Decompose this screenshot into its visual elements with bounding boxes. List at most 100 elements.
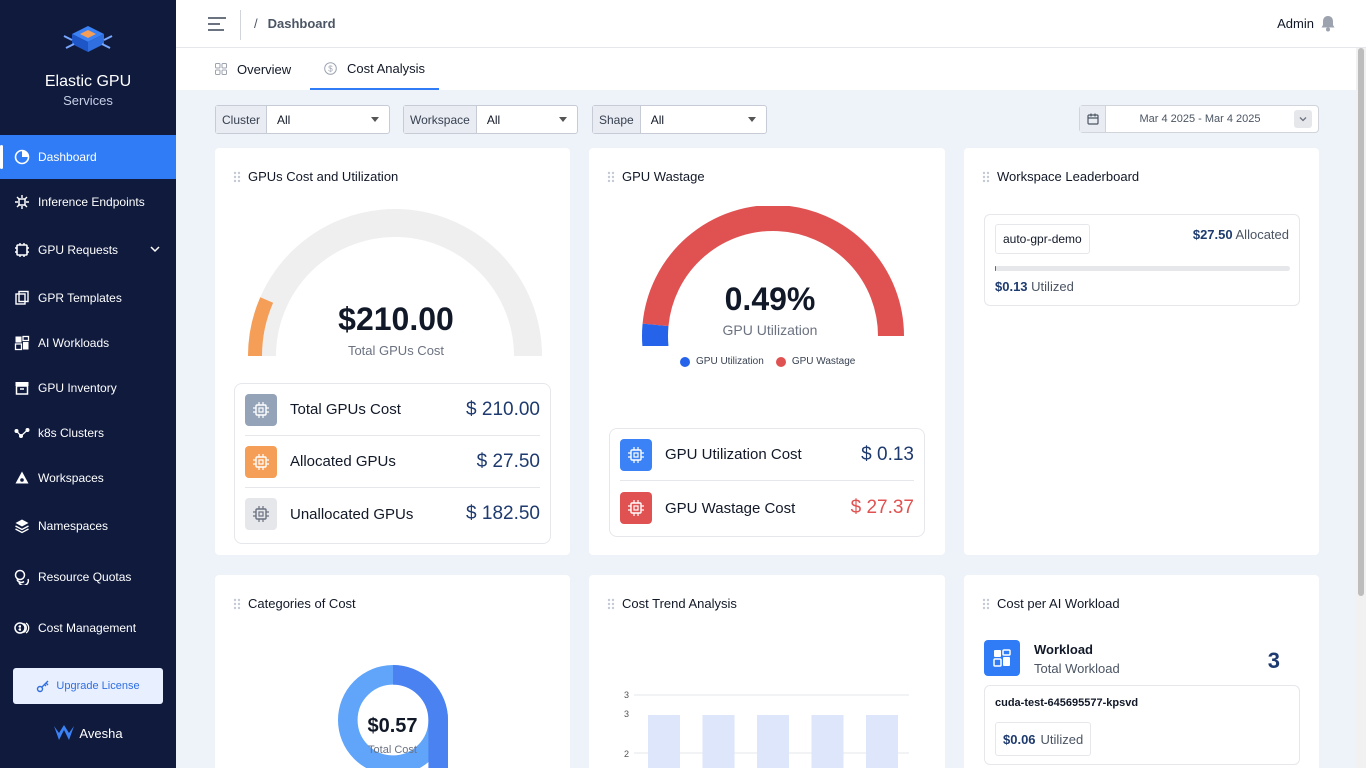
card-title: GPU Wastage bbox=[607, 169, 705, 184]
tab-overview[interactable]: Overview bbox=[215, 48, 291, 90]
sidebar-item-ai-workloads[interactable]: AI Workloads bbox=[0, 321, 176, 365]
gpu-wastage-gauge bbox=[642, 206, 904, 346]
upgrade-license-button[interactable]: Upgrade License bbox=[13, 668, 163, 704]
caret-down-icon bbox=[559, 117, 567, 122]
workload-head-subtitle: Total Workload bbox=[1034, 661, 1120, 676]
drag-handle-icon[interactable] bbox=[607, 598, 615, 610]
bell-icon[interactable] bbox=[1320, 15, 1336, 32]
donut-value: $0.57 bbox=[367, 715, 418, 737]
sidebar-item-inference-endpoints[interactable]: Inference Endpoints bbox=[0, 180, 176, 224]
donut-label: Total Cost bbox=[368, 744, 417, 756]
y-tick-label: 3 bbox=[624, 690, 629, 700]
drag-handle-icon[interactable] bbox=[233, 171, 241, 183]
user-name: Admin bbox=[1277, 16, 1314, 31]
utilized-value: $0.13 bbox=[995, 279, 1028, 294]
row-label: Unallocated GPUs bbox=[290, 505, 414, 523]
sidebar-item-cost-management[interactable]: Cost Management bbox=[0, 606, 176, 650]
drag-handle-icon[interactable] bbox=[982, 171, 990, 183]
leaderboard-item[interactable]: auto-gpr-demo $27.50 Allocated $0.13 Uti… bbox=[984, 214, 1300, 306]
shape-filter[interactable]: Shape All bbox=[592, 105, 767, 134]
workspace-filter[interactable]: Workspace All bbox=[403, 105, 578, 134]
sidebar-item-resource-quotas[interactable]: Resource Quotas bbox=[0, 555, 176, 599]
key-icon bbox=[37, 680, 49, 693]
sidebar-item-gpu-requests[interactable]: GPU Requests bbox=[0, 228, 176, 272]
page-scrollbar[interactable] bbox=[1356, 48, 1366, 768]
card-title-text: Cost per AI Workload bbox=[997, 596, 1120, 611]
card-title-text: GPUs Cost and Utilization bbox=[248, 169, 399, 184]
workload-item[interactable]: cuda-test-645695577-kpsvd $0.06 Utilized bbox=[984, 685, 1300, 765]
cluster-filter-label: Cluster bbox=[216, 106, 268, 133]
shape-select[interactable]: All bbox=[641, 106, 766, 133]
calendar-button[interactable] bbox=[1080, 106, 1106, 132]
categories-donut bbox=[338, 665, 448, 768]
chevron-down-icon[interactable] bbox=[148, 242, 162, 256]
list-item: Total GPUs Cost $ 210.00 bbox=[245, 384, 540, 436]
sidebar-item-workspaces[interactable]: Workspaces bbox=[0, 456, 176, 500]
list-item: GPU Wastage Cost $ 27.37 bbox=[620, 482, 914, 534]
workspace-filter-label: Workspace bbox=[404, 106, 477, 133]
date-range-picker[interactable]: Mar 4 2025 - Mar 4 2025 bbox=[1079, 105, 1319, 133]
brand-logo-icon bbox=[63, 26, 113, 52]
drag-handle-icon[interactable] bbox=[607, 171, 615, 183]
tab-cost-analysis[interactable]: $ Cost Analysis bbox=[310, 48, 440, 90]
workspace-tag: auto-gpr-demo bbox=[995, 224, 1090, 254]
gauge-label: Total GPUs Cost bbox=[347, 343, 445, 358]
sidebar: Elastic GPU Services Dashboard Inference… bbox=[0, 0, 176, 768]
scrollbar-thumb[interactable] bbox=[1358, 48, 1364, 596]
trend-bar bbox=[811, 715, 844, 768]
top-header: / Dashboard Admin bbox=[176, 0, 1366, 48]
caret-down-icon bbox=[748, 117, 756, 122]
sidebar-item-label: Cost Management bbox=[38, 621, 137, 635]
archive-icon bbox=[15, 382, 29, 395]
card-title-text: Categories of Cost bbox=[248, 596, 356, 611]
gauge-value: 0.49% bbox=[724, 281, 816, 317]
gauge-value: $210.00 bbox=[338, 301, 454, 337]
gpu-wastage-card: GPU Wastage 0.49% GPU Utilization GPU Ut… bbox=[589, 148, 945, 555]
allocated-amount: $27.50 Allocated bbox=[1193, 227, 1289, 242]
grid-icon bbox=[14, 335, 30, 351]
user-menu[interactable]: Admin bbox=[1277, 15, 1336, 32]
sidebar-item-dashboard[interactable]: Dashboard bbox=[0, 135, 176, 179]
sidebar-item-namespaces[interactable]: Namespaces bbox=[0, 504, 176, 548]
date-dropdown-button[interactable] bbox=[1294, 110, 1312, 128]
workload-head-title: Workload bbox=[1034, 642, 1093, 657]
sidebar-item-k8s-clusters[interactable]: k8s Clusters bbox=[0, 411, 176, 455]
drag-handle-icon[interactable] bbox=[982, 598, 990, 610]
card-title-text: GPU Wastage bbox=[622, 169, 705, 184]
cost-icon bbox=[14, 622, 30, 634]
avesha-brand-text: Avesha bbox=[79, 725, 123, 741]
breadcrumb: / Dashboard bbox=[254, 16, 336, 31]
chip-icon bbox=[620, 492, 652, 524]
cost-trend-card: Cost Trend Analysis 3 3 2 bbox=[589, 575, 945, 768]
header-divider bbox=[240, 10, 241, 40]
cluster-icon bbox=[14, 428, 30, 438]
workspace-select[interactable]: All bbox=[477, 106, 577, 133]
cluster-filter[interactable]: Cluster All bbox=[215, 105, 390, 134]
tab-label: Overview bbox=[237, 61, 292, 77]
wastage-breakdown: GPU Utilization Cost $ 0.13 GPU Wastage … bbox=[609, 428, 925, 537]
sidebar-item-label: Resource Quotas bbox=[38, 570, 132, 584]
gauge-label: GPU Utilization bbox=[722, 322, 818, 338]
menu-icon[interactable] bbox=[207, 16, 227, 32]
card-title-text: Workspace Leaderboard bbox=[997, 169, 1140, 184]
grid-icon bbox=[215, 63, 227, 75]
legend-label: GPU Utilization bbox=[696, 356, 764, 367]
utilized-label: Utilized bbox=[1031, 279, 1074, 294]
sidebar-item-label: k8s Clusters bbox=[38, 426, 105, 440]
sidebar-item-gpr-templates[interactable]: GPR Templates bbox=[0, 276, 176, 320]
drag-handle-icon[interactable] bbox=[233, 598, 241, 610]
brand-title: Elastic GPU bbox=[44, 73, 132, 90]
cluster-select[interactable]: All bbox=[267, 106, 389, 133]
sidebar-item-label: GPU Inventory bbox=[38, 381, 117, 395]
sidebar-item-label: Workspaces bbox=[38, 471, 104, 485]
row-value: $ 182.50 bbox=[466, 503, 540, 524]
breadcrumb-current: Dashboard bbox=[267, 16, 336, 31]
workload-utilized: $0.06 Utilized bbox=[995, 722, 1092, 756]
brand-subtitle: Services bbox=[63, 93, 113, 108]
layers-icon bbox=[15, 519, 29, 534]
gauge-legend: GPU Utilization GPU Wastage bbox=[680, 356, 855, 367]
cost-per-workload-card: Cost per AI Workload Workload Total Work… bbox=[964, 575, 1319, 768]
sidebar-item-gpu-inventory[interactable]: GPU Inventory bbox=[0, 366, 176, 410]
chip-icon bbox=[245, 498, 277, 530]
row-value: $ 27.37 bbox=[850, 497, 914, 518]
